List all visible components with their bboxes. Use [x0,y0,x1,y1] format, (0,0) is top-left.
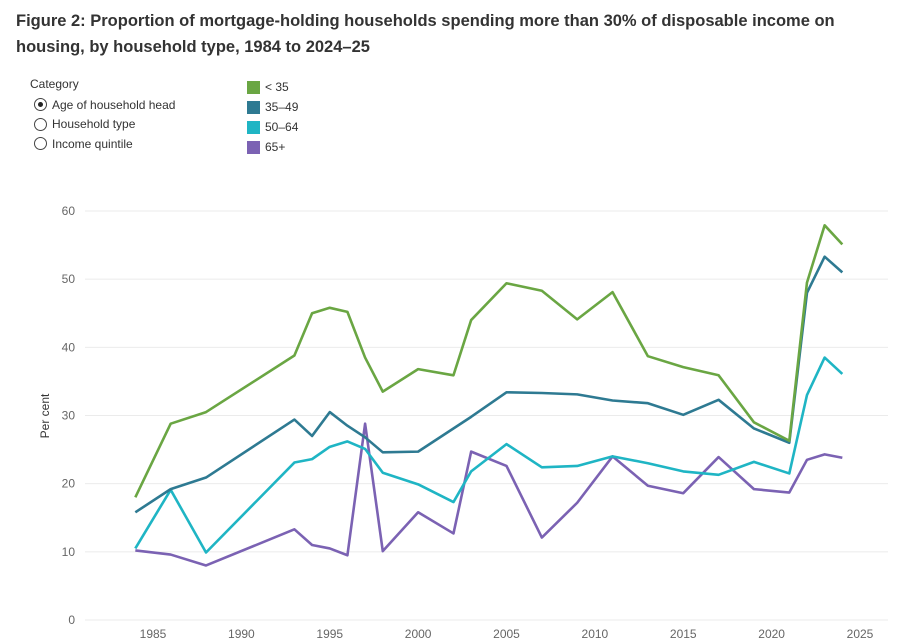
legend-swatch [247,120,260,134]
legend-swatch [247,100,260,114]
legend-label: 65+ [265,140,286,154]
legend-item[interactable]: 35–49 [247,97,298,117]
category-label: Category [30,77,79,91]
series-line-3549 [134,255,844,514]
radio-label: Household type [52,117,136,132]
x-tick-label: 1985 [140,627,167,641]
legend-item[interactable]: < 35 [247,77,298,97]
x-tick-label: 2020 [758,627,785,641]
y-tick-label: 50 [62,272,76,286]
x-tick-label: 2010 [582,627,609,641]
y-tick-label: 0 [68,613,75,627]
y-axis-label: Per cent [38,393,52,438]
legend-label: < 35 [265,80,289,94]
legend-label: 50–64 [265,120,299,134]
x-tick-label: 2000 [405,627,432,641]
y-tick-label: 10 [62,545,76,559]
y-tick-label: 20 [62,477,76,491]
series-line-65plus [135,422,843,567]
legend: < 35 35–49 50–64 65+ [247,77,298,157]
radio-household-type[interactable]: Household type [34,115,175,135]
category-selector: Category Age of household head Household… [30,77,175,154]
x-tick-label: 1995 [316,627,343,641]
radio-age-of-household-head[interactable]: Age of household head [34,95,175,115]
x-tick-label: 2015 [670,627,697,641]
radio-icon[interactable] [34,117,47,131]
radio-selected-icon[interactable] [34,98,47,112]
radio-label: Age of household head [52,97,176,112]
chart-title: Figure 2: Proportion of mortgage-holding… [16,12,835,56]
series-line-5064 [134,356,844,554]
y-tick-label: 40 [62,340,76,354]
series-line-35 [134,224,844,498]
legend-swatch [247,80,260,94]
legend-item[interactable]: 65+ [247,137,298,157]
radio-income-quintile[interactable]: Income quintile [34,134,175,154]
radio-label: Income quintile [52,136,133,151]
x-tick-label: 2025 [847,627,874,641]
radio-icon[interactable] [34,137,47,151]
x-tick-label: 1990 [228,627,255,641]
y-tick-label: 60 [62,204,76,218]
x-tick-label: 2005 [493,627,520,641]
legend-swatch [247,140,260,154]
legend-label: 35–49 [265,100,299,114]
legend-item[interactable]: 50–64 [247,117,298,137]
y-tick-label: 30 [62,409,76,423]
